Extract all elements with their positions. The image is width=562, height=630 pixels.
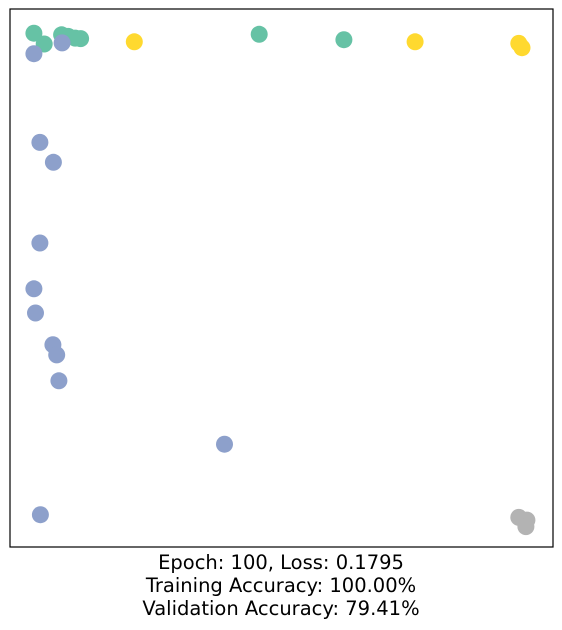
data-point-class-0-5 [72,30,90,48]
data-point-class-2-0 [125,33,143,51]
training-accuracy-label: Training Accuracy: 100.00% [145,574,417,597]
data-point-class-1-2 [31,133,49,151]
data-points [25,24,536,536]
data-point-class-3-2 [517,518,535,536]
data-point-class-2-3 [513,39,531,57]
data-point-class-1-0 [25,45,43,63]
data-point-class-1-6 [27,304,44,322]
data-point-class-1-3 [44,153,62,171]
scatter-plot [9,8,554,548]
epoch-loss-label: Epoch: 100, Loss: 0.1795 [158,551,404,574]
data-point-class-2-1 [406,33,424,51]
validation-accuracy-label: Validation Accuracy: 79.41% [142,597,420,620]
data-point-class-1-4 [31,234,49,252]
data-point-class-1-9 [50,372,68,390]
data-point-class-1-8 [48,346,66,364]
data-point-class-1-5 [25,280,43,298]
data-point-class-0-0 [25,24,43,42]
data-point-class-1-11 [31,506,49,524]
data-point-class-0-6 [250,25,268,43]
data-point-class-1-10 [216,435,233,453]
data-point-class-1-1 [53,34,71,52]
data-point-class-0-7 [335,31,353,49]
plot-frame [9,8,554,548]
